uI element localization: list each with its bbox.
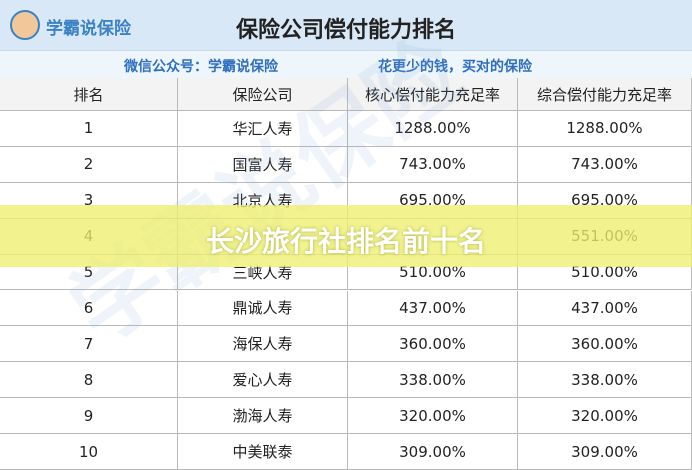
table-cell: 7 — [0, 326, 178, 363]
table-cell: 爱心人寿 — [178, 362, 348, 399]
table-cell: 320.00% — [518, 398, 692, 435]
table-cell: 三峡人寿 — [178, 254, 348, 291]
title-bar: 学霸说保险 保险公司偿付能力排名 — [0, 0, 692, 50]
table-cell: 8 — [0, 362, 178, 399]
table-cell: 360.00% — [518, 326, 692, 363]
table-cell: 5 — [0, 254, 178, 291]
table-cell: 中美联泰 — [178, 434, 348, 470]
logo — [10, 10, 40, 40]
subtitle-left: 微信公众号：学霸说保险 — [124, 59, 278, 75]
table-cell: 9 — [0, 398, 178, 435]
table-cell: 鼎诚人寿 — [178, 290, 348, 327]
column-header: 综合偿付能力充足率 — [518, 78, 692, 111]
table-cell: 10 — [0, 434, 178, 470]
table-cell: 华汇人寿 — [178, 111, 348, 147]
column-header: 保险公司 — [178, 78, 348, 111]
table-cell: 437.00% — [518, 290, 692, 327]
table-cell: 743.00% — [518, 146, 692, 183]
logo-text: 学霸说保险 — [46, 19, 131, 39]
table-cell: 国富人寿 — [178, 146, 348, 183]
table-cell: 2 — [0, 146, 178, 183]
table-cell: 309.00% — [348, 434, 518, 470]
table-cell: 6 — [0, 290, 178, 327]
column-header: 核心偿付能力充足率 — [348, 78, 518, 111]
table-cell: 360.00% — [348, 326, 518, 363]
table-cell: 海保人寿 — [178, 326, 348, 363]
table-cell: 1288.00% — [348, 111, 518, 147]
table-cell: 437.00% — [348, 290, 518, 327]
subtitle-right: 花更少的钱，买对的保险 — [378, 59, 532, 75]
banner: 长沙旅行社排名前十名 — [0, 205, 692, 267]
table-cell: 1288.00% — [518, 111, 692, 147]
table-cell: 743.00% — [348, 146, 518, 183]
table-cell: 渤海人寿 — [178, 398, 348, 435]
title: 保险公司偿付能力排名 — [235, 18, 456, 43]
table-cell: 338.00% — [348, 362, 518, 399]
subtitle-bar: 微信公众号：学霸说保险 花更少的钱，买对的保险 — [0, 50, 692, 79]
table-cell: 510.00% — [348, 254, 518, 291]
table-cell: 1 — [0, 111, 178, 147]
table-cell: 309.00% — [518, 434, 692, 470]
table-cell: 320.00% — [348, 398, 518, 435]
table-cell: 338.00% — [518, 362, 692, 399]
banner-text: 长沙旅行社排名前十名 — [205, 225, 486, 258]
column-header: 排名 — [0, 78, 178, 111]
